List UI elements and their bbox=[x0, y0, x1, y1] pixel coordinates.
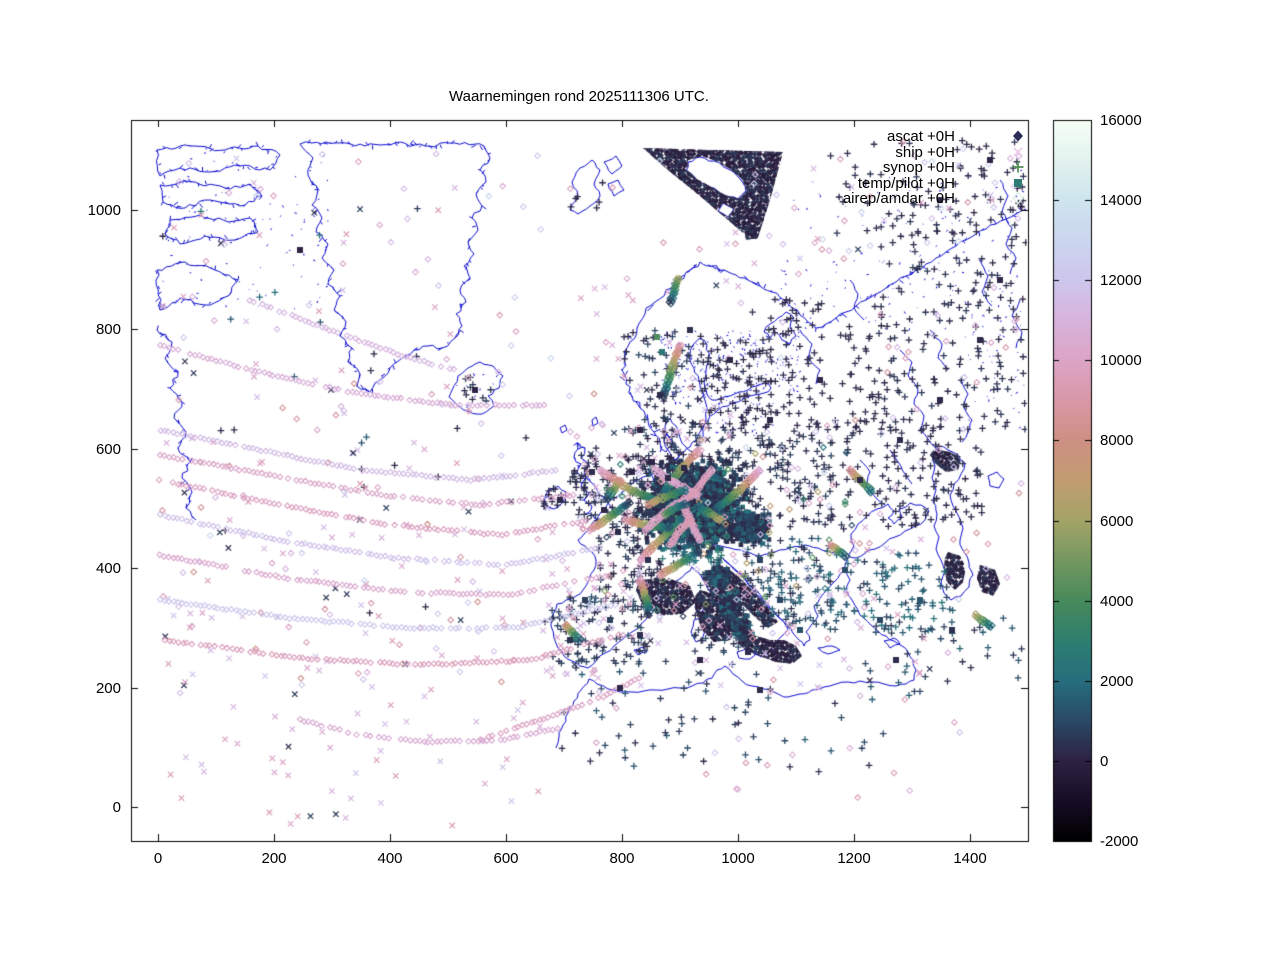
temp-pilot-legend-marker-icon bbox=[1011, 176, 1025, 190]
legend-item-synop: synop +0H bbox=[0, 160, 1280, 176]
colorbar-tick-label: 14000 bbox=[1100, 192, 1142, 210]
x-axis-tick-label: 200 bbox=[261, 850, 287, 867]
x-axis-tick-label: 400 bbox=[377, 850, 403, 867]
y-axis-tick-label: 200 bbox=[95, 679, 121, 697]
x-axis-tick-label: 600 bbox=[493, 850, 519, 867]
x-axis-tick-label: 800 bbox=[609, 850, 635, 867]
x-axis-tick-label: 0 bbox=[153, 850, 163, 867]
y-axis-tick-label: 800 bbox=[95, 321, 121, 339]
legend-label-ascat: ascat +0H bbox=[887, 128, 955, 145]
y-axis-tick-label: 400 bbox=[95, 560, 121, 578]
ascat-legend-marker-icon bbox=[1011, 129, 1025, 143]
colorbar-tick-label: 6000 bbox=[1100, 512, 1134, 530]
colorbar-tick-label: -2000 bbox=[1100, 833, 1139, 850]
x-axis-tick-label: 1200 bbox=[837, 850, 871, 867]
legend-item-ship: ship +0H bbox=[0, 145, 1280, 161]
colorbar-tick-label: 12000 bbox=[1100, 272, 1142, 290]
x-axis-tick-label: 1400 bbox=[953, 850, 987, 867]
colorbar-tick-label: 10000 bbox=[1100, 352, 1142, 370]
legend-item-temp-pilot: temp/pilot +0H bbox=[0, 176, 1280, 192]
legend-item-airep-amdar: airep/amdar +0H bbox=[0, 191, 1280, 207]
legend-label-airep-amdar: airep/amdar +0H bbox=[842, 190, 955, 207]
legend-label-temp-pilot: temp/pilot +0H bbox=[857, 175, 955, 192]
y-axis-tick-label: 600 bbox=[95, 440, 121, 458]
colorbar-tick-label: 0 bbox=[1100, 752, 1109, 770]
legend-label-ship: ship +0H bbox=[895, 144, 955, 161]
x-axis-tick-label: 1000 bbox=[721, 850, 755, 867]
colorbar-tick-label: 2000 bbox=[1100, 672, 1134, 690]
y-axis-tick-label: 0 bbox=[112, 799, 121, 816]
legend-item-ascat: ascat +0H bbox=[0, 129, 1280, 145]
colorbar-tick-label: 4000 bbox=[1100, 592, 1134, 610]
airep-amdar-legend-marker-icon bbox=[1011, 191, 1025, 205]
y-axis-tick-label: 1000 bbox=[87, 202, 121, 219]
legend-label-synop: synop +0H bbox=[882, 159, 955, 176]
synop-legend-marker-icon bbox=[1011, 160, 1025, 174]
ship-legend-marker-icon bbox=[1011, 145, 1025, 159]
colorbar-tick-label: 16000 bbox=[1100, 112, 1142, 129]
colorbar-tick-label: 8000 bbox=[1100, 432, 1134, 450]
plot-title: Waarnemingen rond 2025111306 UTC. bbox=[449, 88, 709, 105]
